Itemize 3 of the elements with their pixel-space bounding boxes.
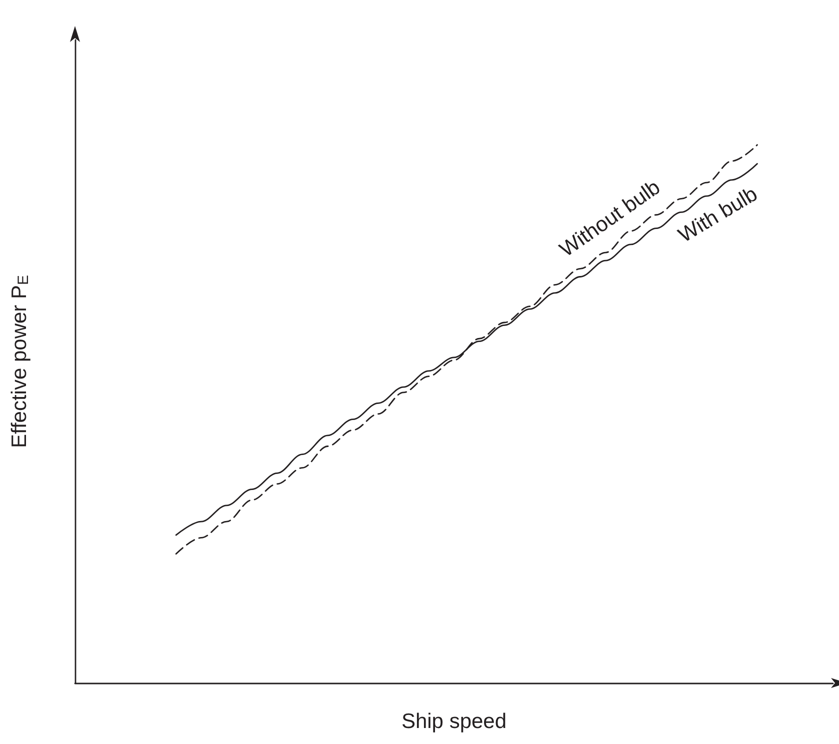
- text: With bulb: [674, 182, 762, 248]
- y-axis-title: Effective power PE: [8, 274, 32, 448]
- x-axis-title: Ship speed: [401, 710, 507, 733]
